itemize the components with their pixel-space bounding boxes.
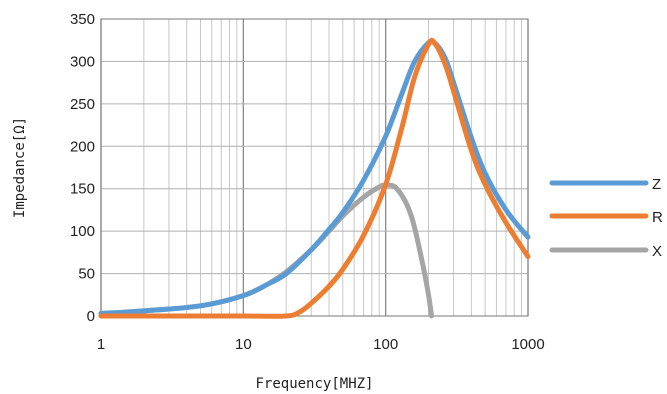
legend-label-z: Z bbox=[652, 176, 661, 193]
x-axis-title: Frequency[MHZ] bbox=[255, 376, 373, 392]
y-tick-label: 300 bbox=[70, 53, 95, 70]
x-tick-label: 1 bbox=[97, 336, 105, 353]
plot-area bbox=[100, 18, 529, 317]
series-line-z bbox=[98, 38, 531, 316]
x-tick-label: 100 bbox=[373, 336, 398, 353]
y-tick-label: 350 bbox=[70, 11, 95, 28]
y-tick-label: 100 bbox=[70, 223, 95, 240]
x-tick-label: 1000 bbox=[511, 336, 544, 353]
y-tick-label: 200 bbox=[70, 138, 95, 155]
y-axis-ticks: 0 50 100 150 200 250 300 350 bbox=[70, 11, 95, 325]
series-lines bbox=[98, 37, 531, 319]
legend-label-r: R bbox=[652, 209, 663, 226]
y-axis-title: Impedance[Ω] bbox=[12, 117, 28, 218]
legend: ZRX bbox=[549, 176, 663, 260]
y-tick-label: 250 bbox=[70, 96, 95, 113]
y-tick-label: 0 bbox=[87, 308, 95, 325]
y-tick-label: 150 bbox=[70, 181, 95, 198]
minor-gridlines bbox=[143, 19, 522, 316]
x-axis-ticks: 1 10 100 1000 bbox=[97, 336, 545, 353]
legend-label-x: X bbox=[652, 243, 662, 260]
x-tick-label: 10 bbox=[235, 336, 252, 353]
y-tick-label: 50 bbox=[78, 266, 95, 283]
series-line-r bbox=[98, 37, 531, 319]
